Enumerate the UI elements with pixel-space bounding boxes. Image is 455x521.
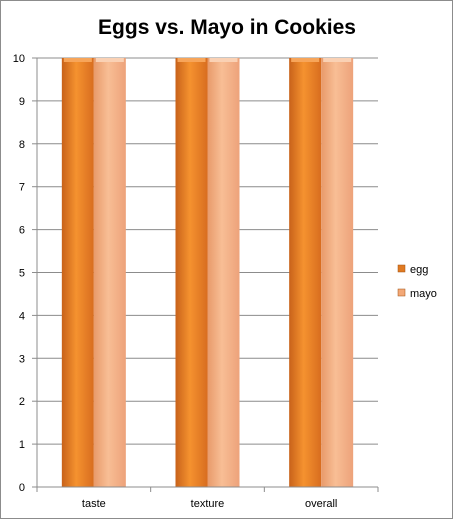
bar-top-mayo-texture [209,58,238,62]
legend-swatch-mayo [397,288,406,297]
x-tick-label: taste [82,498,106,510]
legend-label-mayo: mayo [410,288,437,300]
y-tick-label: 4 [19,310,25,322]
bars-layer [61,58,354,487]
y-tick-label: 9 [19,96,25,108]
bar-top-mayo-taste [95,58,124,62]
y-tick-label: 10 [13,53,25,65]
y-tick-label: 3 [19,353,25,365]
bar-top-mayo-overall [323,58,352,62]
bar-top-egg-texture [177,58,206,62]
bar-egg-texture [175,58,208,487]
y-tick-label: 0 [19,482,25,494]
bar-mayo-taste [93,58,126,487]
bar-top-egg-overall [291,58,320,62]
y-tick-label: 1 [19,439,25,451]
x-tick-labels: taste texture overall [82,498,337,510]
chart-title: Eggs vs. Mayo in Cookies [98,16,356,39]
x-tick-label: overall [305,498,337,510]
x-tick-label: texture [191,498,225,510]
legend: egg mayo [397,264,437,300]
y-tick-label: 8 [19,139,25,151]
bar-mayo-overall [321,58,354,487]
bar-egg-taste [61,58,94,487]
y-tick-labels: 0 1 2 3 4 5 6 7 8 9 10 [13,53,25,494]
bar-egg-overall [289,58,322,487]
y-tick-label: 2 [19,396,25,408]
bar-top-egg-taste [63,58,92,62]
legend-swatch-egg [397,264,406,273]
y-tick-label: 7 [19,182,25,194]
y-tick-label: 5 [19,268,25,280]
bar-mayo-texture [207,58,240,487]
y-tick-label: 6 [19,225,25,237]
legend-label-egg: egg [410,264,428,276]
axes-layer [36,58,379,492]
